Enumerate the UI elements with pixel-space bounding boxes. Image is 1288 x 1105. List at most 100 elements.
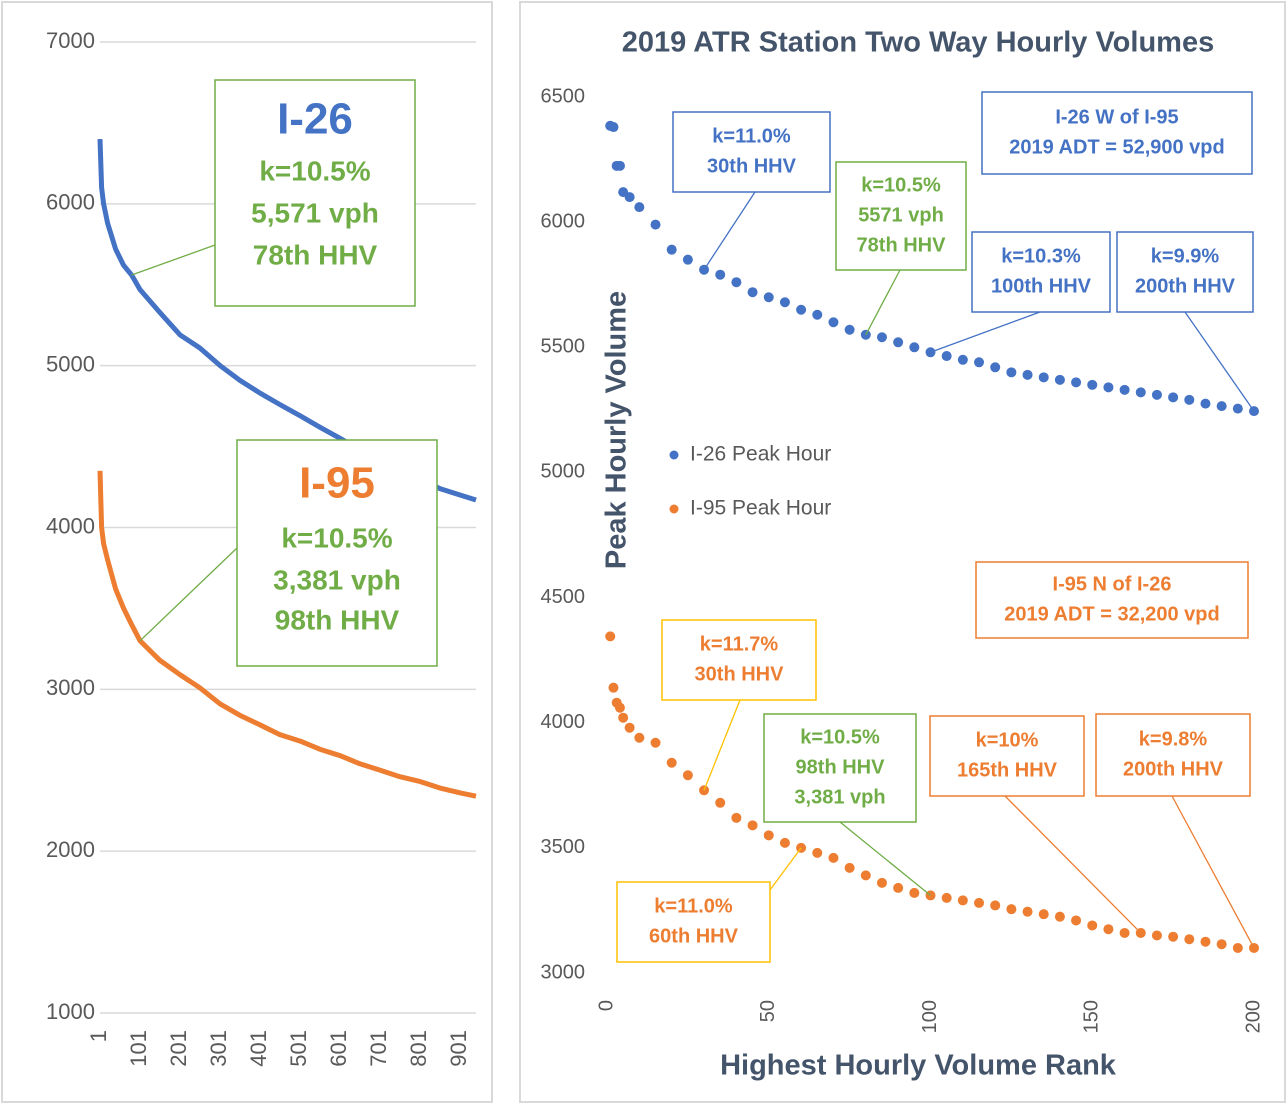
data-point <box>614 702 625 713</box>
data-point <box>1087 379 1098 390</box>
annotation-box <box>763 713 917 823</box>
x-tick-label: 101 <box>126 1030 151 1067</box>
data-point <box>605 631 616 642</box>
data-point <box>812 309 823 320</box>
x-tick-label: 501 <box>286 1030 311 1067</box>
leader-line <box>1184 311 1255 412</box>
data-point <box>844 324 855 335</box>
leader-line <box>865 269 901 336</box>
series-line <box>97 470 477 799</box>
y-tick-label: 5000 <box>541 461 586 483</box>
data-point <box>614 160 625 171</box>
data-point <box>624 192 635 203</box>
leader-line <box>930 311 1041 353</box>
data-point <box>1022 369 1033 380</box>
y-tick-label: 6500 <box>541 85 586 107</box>
data-point <box>828 317 839 328</box>
y-tick-label: 5000 <box>46 351 95 376</box>
data-point <box>828 852 839 863</box>
data-point <box>1054 374 1065 385</box>
leader-line <box>1171 795 1255 949</box>
y-tick-label: 4500 <box>541 586 586 608</box>
data-point <box>990 362 1001 373</box>
data-point <box>650 219 661 230</box>
y-tick-label: 3000 <box>541 961 586 983</box>
data-point <box>618 712 629 723</box>
x-tick-label: 100 <box>919 1000 941 1033</box>
data-point <box>763 830 774 841</box>
data-point <box>779 837 790 848</box>
data-point <box>1135 387 1146 398</box>
x-tick-label: 401 <box>246 1030 271 1067</box>
data-point <box>1038 372 1049 383</box>
data-point <box>715 797 726 808</box>
data-point <box>747 820 758 831</box>
data-point <box>608 682 619 693</box>
annotation-title: I-26 <box>277 95 353 144</box>
data-point <box>1168 392 1179 403</box>
data-point <box>1168 931 1179 942</box>
data-point <box>909 887 920 898</box>
data-point <box>876 877 887 888</box>
y-tick-label: 3000 <box>46 675 95 700</box>
annotation-box <box>236 439 438 667</box>
data-point <box>747 287 758 298</box>
data-point <box>1038 909 1049 920</box>
annotation-text: k=11.0% <box>654 895 733 917</box>
data-point <box>1232 403 1243 414</box>
data-point <box>1232 942 1243 953</box>
data-point <box>974 897 985 908</box>
data-point <box>796 304 807 315</box>
x-tick-label: 701 <box>366 1030 391 1067</box>
x-tick-label: 901 <box>446 1030 471 1067</box>
data-point <box>1151 930 1162 941</box>
data-point <box>666 757 677 768</box>
annotation-text: k=10.5% <box>281 522 392 553</box>
y-tick-label: 1000 <box>46 999 95 1024</box>
data-point <box>763 292 774 303</box>
annotation-text: k=10.5% <box>800 726 880 748</box>
leader-line <box>703 191 756 271</box>
annotation-text: 60th HHV <box>649 925 739 947</box>
annotation-text: 98th HHV <box>275 604 400 635</box>
data-point <box>624 722 635 733</box>
y-tick-label: 6000 <box>46 190 95 215</box>
annotation-box <box>661 619 817 701</box>
y-tick-label: 4000 <box>46 513 95 538</box>
annotation-box <box>929 715 1085 797</box>
data-point <box>682 254 693 265</box>
annotation-box <box>835 161 967 271</box>
data-point <box>779 297 790 308</box>
data-point <box>715 269 726 280</box>
annotation-text: 5571 vph <box>858 204 944 226</box>
x-tick-label: 801 <box>406 1030 431 1067</box>
y-tick-label: 6000 <box>541 210 586 232</box>
x-tick-label: 0 <box>595 1000 617 1011</box>
annotation-text: I-26 W of I-95 <box>1055 106 1178 128</box>
data-point <box>1006 367 1017 378</box>
data-point <box>634 732 645 743</box>
annotation-text: 78th HHV <box>857 234 947 256</box>
x-tick-label: 301 <box>206 1030 231 1067</box>
data-point <box>1184 934 1195 945</box>
annotation-text: 98th HHV <box>796 756 886 778</box>
annotation-box <box>672 111 831 193</box>
annotation-box <box>616 881 771 963</box>
x-tick-label: 201 <box>166 1030 191 1067</box>
data-point <box>1071 915 1082 926</box>
leader-line <box>769 847 802 891</box>
x-tick-label: 1 <box>86 1030 111 1042</box>
data-point <box>1119 384 1130 395</box>
annotation-text: k=9.9% <box>1151 245 1220 267</box>
legend-label: I-95 Peak Hour <box>690 497 831 520</box>
x-tick-label: 200 <box>1242 1000 1264 1033</box>
annotation-text: 30th HHV <box>707 155 797 177</box>
annotation-text: k=9.8% <box>1139 728 1208 750</box>
annotation-text: 78th HHV <box>253 239 378 270</box>
annotation-text: 200th HHV <box>1123 758 1224 780</box>
y-tick-label: 2000 <box>46 837 95 862</box>
annotation-box <box>214 79 416 307</box>
x-tick-label: 50 <box>757 1000 779 1022</box>
data-point <box>1087 920 1098 931</box>
